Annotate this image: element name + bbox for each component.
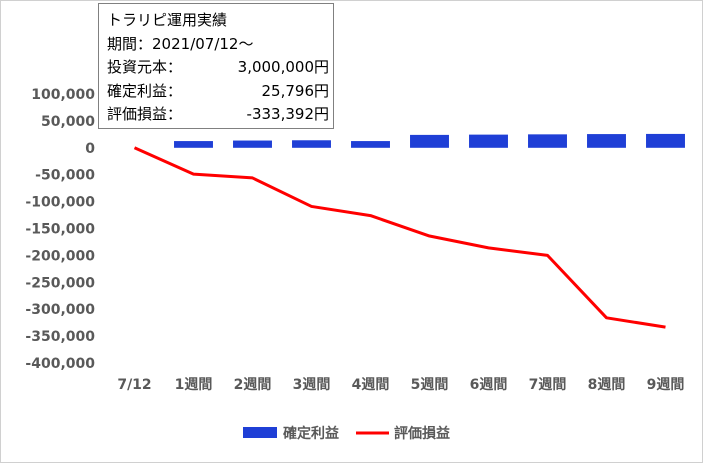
summary-principal-row: 投資元本： 3,000,000円 — [107, 56, 329, 80]
bar — [174, 141, 213, 148]
y-tick-label: -350,000 — [25, 329, 95, 345]
y-tick-label: 100,000 — [31, 87, 95, 103]
line-series — [133, 146, 666, 329]
x-tick-label: 2週間 — [234, 377, 272, 393]
y-tick-label: -250,000 — [25, 275, 95, 291]
principal-label: 投資元本： — [107, 58, 183, 76]
bar — [528, 134, 567, 148]
bar — [410, 134, 449, 148]
legend-bar-swatch — [243, 427, 277, 438]
y-tick-label: 0 — [85, 141, 95, 157]
summary-period-row: 期間：2021/07/12～ — [107, 33, 333, 57]
x-tick-label: 3週間 — [293, 377, 331, 393]
legend-bar-label: 確定利益 — [283, 425, 339, 442]
realized-value: 25,796円 — [261, 81, 330, 100]
x-axis: 7/12 1週間 2週間 3週間 4週間 5週間 6週間 7週間 8週間 9週間 — [117, 377, 684, 393]
legend: 確定利益 評価損益 — [243, 425, 450, 442]
bar — [646, 133, 685, 148]
y-tick-label: -100,000 — [25, 195, 95, 211]
performance-summary-box: トラリピ運用実績 期間：2021/07/12～ 投資元本： 3,000,000円… — [98, 3, 334, 129]
legend-line-label: 評価損益 — [394, 425, 450, 442]
x-tick-label: 7/12 — [117, 377, 151, 393]
realized-label: 確定利益： — [107, 81, 183, 100]
x-tick-label: 5週間 — [411, 377, 449, 393]
bar — [351, 141, 390, 148]
x-tick-label: 9週間 — [647, 377, 685, 393]
summary-realized-row: 確定利益： 25,796円 — [107, 80, 329, 104]
y-tick-label: -50,000 — [35, 168, 95, 184]
bar — [587, 134, 626, 148]
summary-title: トラリピ運用実績 — [107, 11, 228, 29]
period-value: 2021/07/12～ — [152, 34, 254, 53]
line-unrealized — [133, 146, 666, 329]
summary-unrealized-row: 評価損益： -333,392円 — [107, 103, 329, 127]
principal-value: 3,000,000円 — [237, 58, 329, 76]
x-tick-label: 4週間 — [352, 377, 390, 393]
y-tick-label: -300,000 — [25, 302, 95, 318]
bar — [233, 140, 272, 148]
x-tick-label: 1週間 — [175, 377, 213, 393]
unrealized-value: -333,392円 — [246, 105, 329, 123]
x-tick-label: 8週間 — [588, 377, 626, 393]
bar — [469, 134, 508, 148]
y-axis: 100,000 50,000 0 -50,000 -100,000 -150,000 -20… — [25, 87, 95, 372]
y-tick-label: -400,000 — [25, 356, 95, 372]
bar — [292, 140, 331, 148]
unrealized-label: 評価損益： — [107, 105, 183, 123]
y-tick-label: -200,000 — [25, 248, 95, 264]
y-tick-label: -150,000 — [25, 222, 95, 238]
bar-series — [174, 133, 685, 148]
x-tick-label: 7週間 — [529, 377, 567, 393]
y-tick-label: 50,000 — [41, 114, 95, 130]
period-label: 期間： — [107, 34, 153, 53]
x-tick-label: 6週間 — [470, 377, 508, 393]
